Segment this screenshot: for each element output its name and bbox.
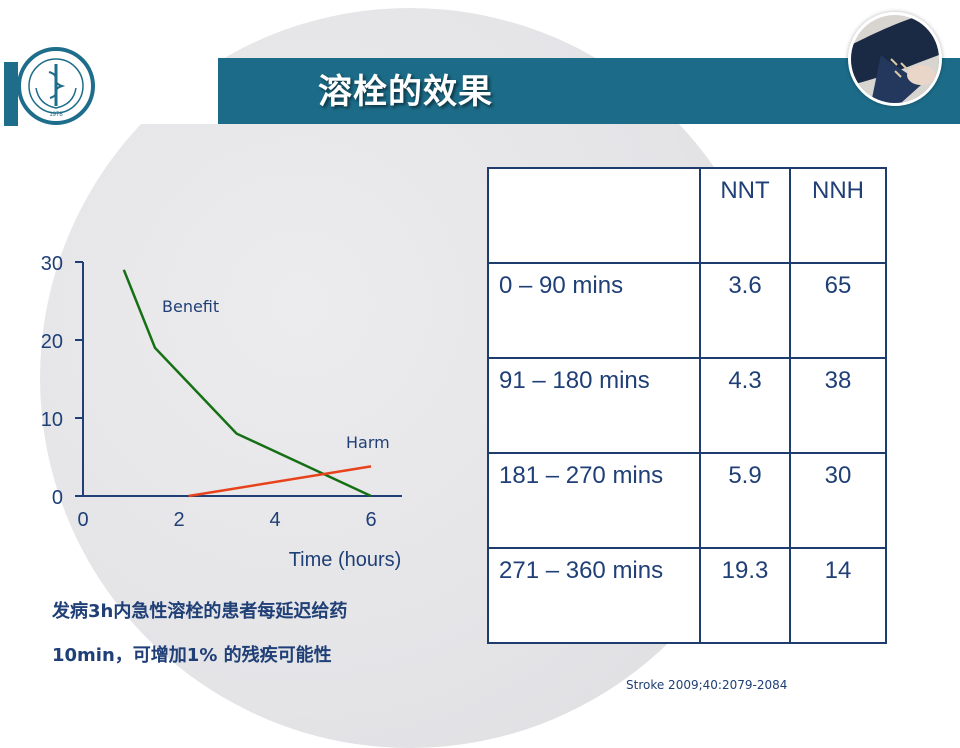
table-cell-range: 181 – 270 mins <box>487 452 701 549</box>
table-header-nnh: NNH <box>789 167 887 264</box>
table-cell-nnh: 30 <box>789 452 887 549</box>
table-cell-nnh: 38 <box>789 357 887 454</box>
table-cell-range: 271 – 360 mins <box>487 547 701 644</box>
table-cell-nnt: 5.9 <box>699 452 791 549</box>
table-cell-range: 0 – 90 mins <box>487 262 701 359</box>
table-cell-nnt: 4.3 <box>699 357 791 454</box>
table-row: 0 – 90 mins 3.6 65 <box>487 262 887 359</box>
note-line-1: 发病3h内急性溶栓的患者每延迟给药 <box>52 601 348 622</box>
table-header-cell <box>487 167 701 264</box>
logo-year: 1978 <box>49 112 63 118</box>
note-line-2: 10min，可增加1% 的残疾可能性 <box>52 645 332 666</box>
table-row: 91 – 180 mins 4.3 38 <box>487 357 887 454</box>
table-cell-nnh: 14 <box>789 547 887 644</box>
title-bar <box>100 58 960 124</box>
table-header-row: NNT NNH <box>487 167 887 264</box>
table-cell-nnt: 3.6 <box>699 262 791 359</box>
table-header-nnt: NNT <box>699 167 791 264</box>
table-cell-range: 91 – 180 mins <box>487 357 701 454</box>
left-accent-tab <box>4 62 18 126</box>
page-title: 溶栓的效果 <box>318 72 493 112</box>
hospital-logo: 1978 <box>17 47 95 125</box>
table-cell-nnt: 19.3 <box>699 547 791 644</box>
nnt-nnh-table-container: NNT NNH 0 – 90 mins 3.6 65 91 – 180 mins… <box>487 167 887 644</box>
citation: Stroke 2009;40:2079-2084 <box>626 678 788 692</box>
header-photo <box>848 12 942 106</box>
nnt-nnh-table: NNT NNH 0 – 90 mins 3.6 65 91 – 180 mins… <box>487 167 887 644</box>
table-cell-nnh: 65 <box>789 262 887 359</box>
table-row: 271 – 360 mins 19.3 14 <box>487 547 887 644</box>
table-row: 181 – 270 mins 5.9 30 <box>487 452 887 549</box>
